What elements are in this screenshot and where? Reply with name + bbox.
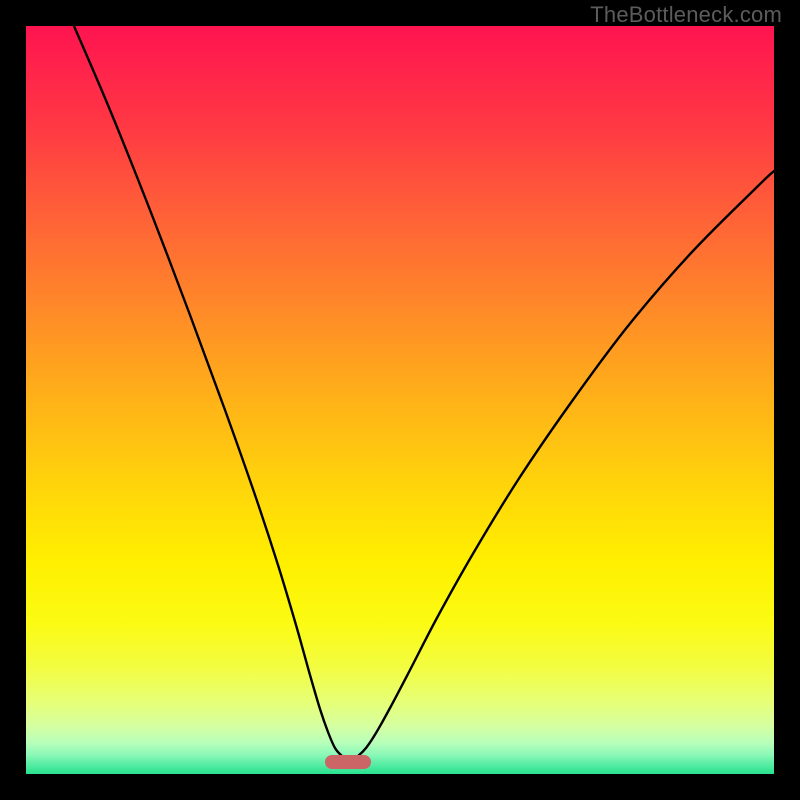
chart-frame: TheBottleneck.com [0, 0, 800, 800]
optimal-range-marker [325, 755, 371, 769]
bottleneck-chart [0, 0, 800, 800]
plot-area-gradient [26, 26, 774, 774]
watermark-text: TheBottleneck.com [590, 2, 782, 28]
